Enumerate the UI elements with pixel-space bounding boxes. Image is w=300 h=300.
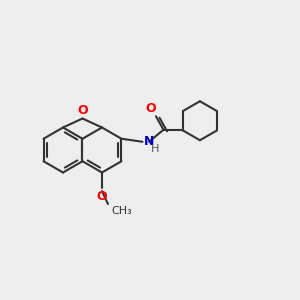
Text: O: O xyxy=(77,104,88,117)
Text: O: O xyxy=(97,190,107,203)
Text: N: N xyxy=(144,135,154,148)
Text: H: H xyxy=(151,144,159,154)
Text: O: O xyxy=(145,102,156,115)
Text: CH₃: CH₃ xyxy=(111,206,132,216)
